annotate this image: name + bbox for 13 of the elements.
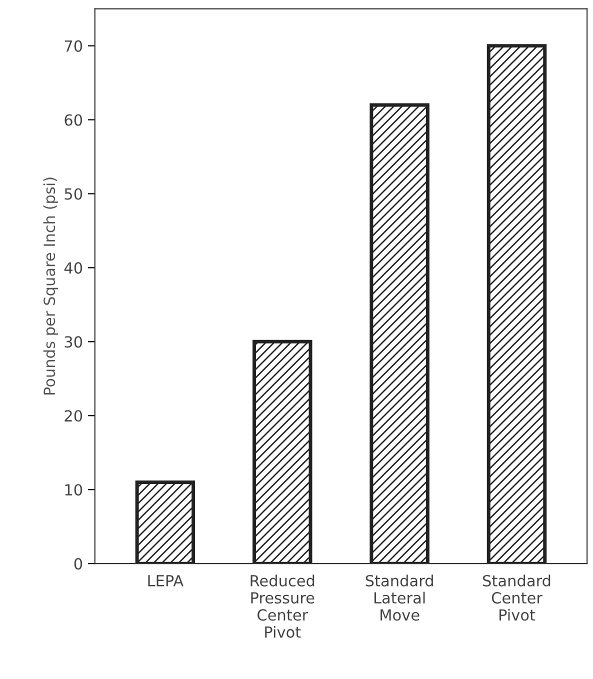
x-tick-label: LEPA	[148, 575, 184, 586]
y-tick-label: 70	[64, 40, 82, 52]
y-tick-label: 0	[74, 558, 82, 570]
y-axis-title: Pounds per Square Inch (psi)	[43, 178, 58, 395]
y-tick-label: 30	[64, 336, 82, 348]
y-tick-label: 20	[64, 410, 82, 422]
y-tick-label: 50	[64, 188, 82, 200]
x-tick-label: Standard Lateral Move	[366, 574, 433, 621]
x-tick-label: Standard Center Pivot	[483, 574, 550, 621]
x-tick-label: Reduced Pressure Center Pivot	[250, 574, 314, 638]
y-tick-label: 10	[65, 484, 82, 496]
y-tick-label: 40	[64, 262, 82, 274]
y-tick-label: 60	[64, 114, 82, 126]
